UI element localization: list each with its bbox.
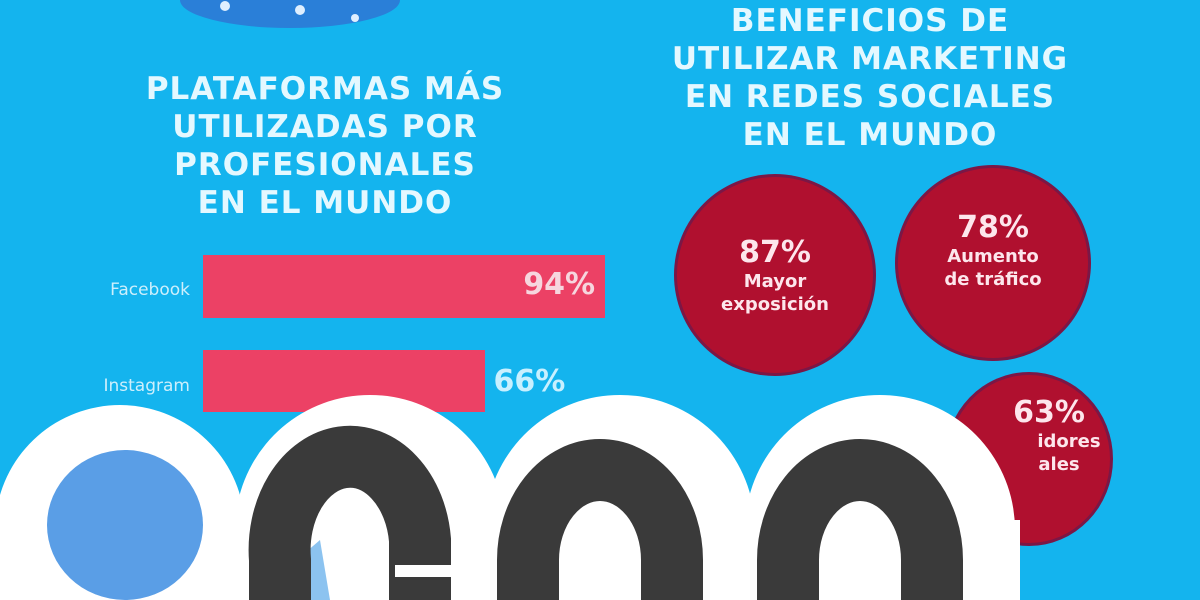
stat-text: ales (1038, 454, 1080, 475)
title-line: UTILIZADAS POR (172, 109, 478, 145)
stat-text: Aumento (947, 246, 1039, 267)
title-line: PLATAFORMAS MÁS (145, 71, 505, 107)
logo-dot-icon (47, 450, 203, 600)
top-decoration (180, 0, 400, 28)
bar-label-facebook: Facebook (110, 280, 190, 300)
left-section-title: PLATAFORMAS MÁS UTILIZADAS POR PROFESION… (100, 70, 550, 222)
title-line: EN REDES SOCIALES (684, 79, 1056, 115)
stat-value: 78% (957, 210, 1029, 245)
stat-circle-traffic: 78% Aumento de tráfico (898, 168, 1088, 358)
title-line: EN EL MUNDO (742, 117, 998, 153)
stat-value: 63% (1013, 395, 1085, 430)
stat-circle-exposure: 87% Mayor exposición (677, 177, 873, 373)
stat-text: idores (1037, 431, 1101, 452)
logo-letters (248, 425, 963, 600)
stat-value: 87% (739, 234, 811, 270)
title-line: UTILIZAR MARKETING (671, 41, 1069, 77)
right-section-title: BENEFICIOS DE UTILIZAR MARKETING EN REDE… (630, 2, 1110, 154)
title-line: BENEFICIOS DE (730, 3, 1010, 39)
title-line: EN EL MUNDO (197, 185, 453, 221)
bar-label-instagram: Instagram (103, 376, 191, 396)
stat-text: de tráfico (944, 269, 1042, 290)
bar-value-instagram: 66% (493, 364, 566, 399)
stat-text: Mayor (743, 270, 807, 292)
bar-value-facebook: 94% (523, 267, 596, 302)
stat-text: exposición (721, 293, 829, 315)
title-line: PROFESIONALES (174, 147, 476, 183)
bar-facebook (203, 255, 606, 318)
